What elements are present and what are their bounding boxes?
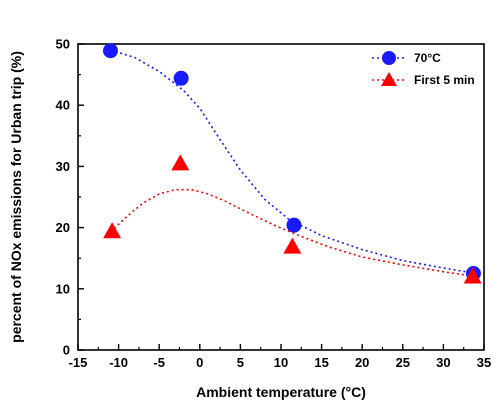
- legend-label-first-5-min: First 5 min: [414, 73, 475, 87]
- data-point-circle: [102, 43, 118, 59]
- x-tick-label: 20: [355, 355, 369, 370]
- data-point-triangle: [103, 222, 122, 239]
- legend: 70°C First 5 min: [372, 51, 475, 87]
- x-axis-ticks: [77, 344, 485, 350]
- x-axis-tick-labels: -15 -10 -5 0 5 10 15 20 25 30 35: [69, 355, 492, 370]
- y-tick-label: 20: [56, 220, 70, 235]
- x-tick-label: 10: [274, 355, 288, 370]
- x-tick-label: 30: [436, 355, 450, 370]
- y-tick-label: 50: [56, 37, 70, 52]
- plot-frame: [77, 43, 485, 351]
- x-tick-label: -15: [69, 355, 88, 370]
- data-point-triangle: [171, 154, 190, 171]
- data-markers: [102, 43, 482, 284]
- x-tick-label: -10: [109, 355, 128, 370]
- y-tick-label: 30: [56, 159, 70, 174]
- data-point-triangle: [283, 237, 302, 254]
- legend-label-70c: 70°C: [414, 51, 441, 65]
- x-tick-label: 35: [477, 355, 491, 370]
- plot-area: [77, 43, 485, 351]
- x-tick-label: 25: [396, 355, 410, 370]
- y-axis-label: percent of NOx emissions for Urban trip …: [8, 51, 24, 343]
- y-tick-label: 40: [56, 98, 70, 113]
- trend-line-series-0: [110, 49, 477, 275]
- x-tick-label: 15: [314, 355, 328, 370]
- legend-marker-70c: [382, 51, 396, 65]
- data-point-circle: [173, 70, 189, 86]
- trend-lines: [109, 49, 477, 278]
- data-point-circle: [286, 217, 302, 233]
- data-point-triangle: [463, 267, 482, 284]
- y-axis-ticks: [78, 43, 84, 351]
- y-tick-label: 10: [56, 281, 70, 296]
- y-axis-tick-labels: 0 10 20 30 40 50: [56, 37, 70, 358]
- x-axis-label: Ambient temperature (°C): [196, 384, 366, 400]
- x-tick-label: -5: [153, 355, 165, 370]
- y-tick-label: 0: [63, 343, 70, 358]
- legend-marker-first-5-min: [381, 72, 397, 86]
- x-tick-label: 0: [196, 355, 203, 370]
- x-tick-label: 5: [237, 355, 244, 370]
